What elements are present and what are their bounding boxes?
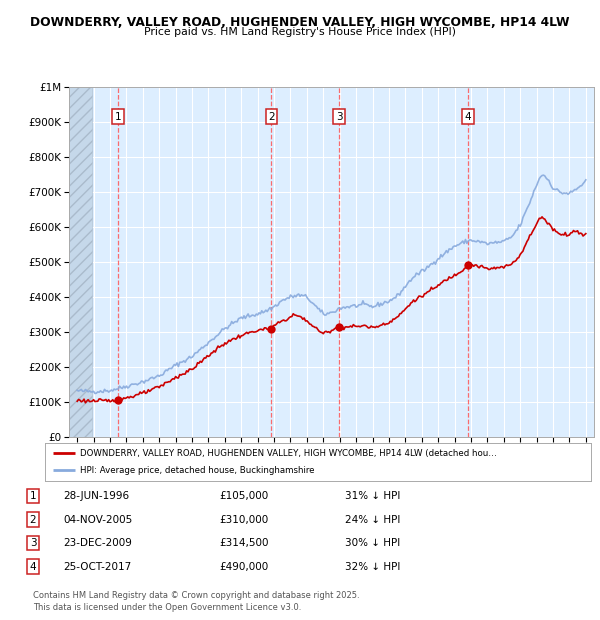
- Text: £490,000: £490,000: [219, 562, 268, 572]
- Text: 30% ↓ HPI: 30% ↓ HPI: [345, 538, 400, 548]
- Text: 4: 4: [464, 112, 471, 122]
- Text: 24% ↓ HPI: 24% ↓ HPI: [345, 515, 400, 525]
- Text: £105,000: £105,000: [219, 491, 268, 501]
- Text: DOWNDERRY, VALLEY ROAD, HUGHENDEN VALLEY, HIGH WYCOMBE, HP14 4LW: DOWNDERRY, VALLEY ROAD, HUGHENDEN VALLEY…: [30, 16, 570, 29]
- Text: 3: 3: [29, 538, 37, 548]
- Text: £314,500: £314,500: [219, 538, 269, 548]
- Text: 23-DEC-2009: 23-DEC-2009: [63, 538, 132, 548]
- Text: £310,000: £310,000: [219, 515, 268, 525]
- Text: Price paid vs. HM Land Registry's House Price Index (HPI): Price paid vs. HM Land Registry's House …: [144, 27, 456, 37]
- Text: HPI: Average price, detached house, Buckinghamshire: HPI: Average price, detached house, Buck…: [80, 466, 315, 475]
- Text: 2: 2: [29, 515, 37, 525]
- Text: 28-JUN-1996: 28-JUN-1996: [63, 491, 129, 501]
- Text: 4: 4: [29, 562, 37, 572]
- Text: 2: 2: [268, 112, 275, 122]
- Text: Contains HM Land Registry data © Crown copyright and database right 2025.: Contains HM Land Registry data © Crown c…: [33, 590, 359, 600]
- Text: 3: 3: [336, 112, 343, 122]
- Text: 1: 1: [29, 491, 37, 501]
- Text: 04-NOV-2005: 04-NOV-2005: [63, 515, 132, 525]
- Text: DOWNDERRY, VALLEY ROAD, HUGHENDEN VALLEY, HIGH WYCOMBE, HP14 4LW (detached hou…: DOWNDERRY, VALLEY ROAD, HUGHENDEN VALLEY…: [80, 449, 497, 458]
- Text: 31% ↓ HPI: 31% ↓ HPI: [345, 491, 400, 501]
- Text: 32% ↓ HPI: 32% ↓ HPI: [345, 562, 400, 572]
- Text: 25-OCT-2017: 25-OCT-2017: [63, 562, 131, 572]
- Text: 1: 1: [115, 112, 121, 122]
- Text: This data is licensed under the Open Government Licence v3.0.: This data is licensed under the Open Gov…: [33, 603, 301, 612]
